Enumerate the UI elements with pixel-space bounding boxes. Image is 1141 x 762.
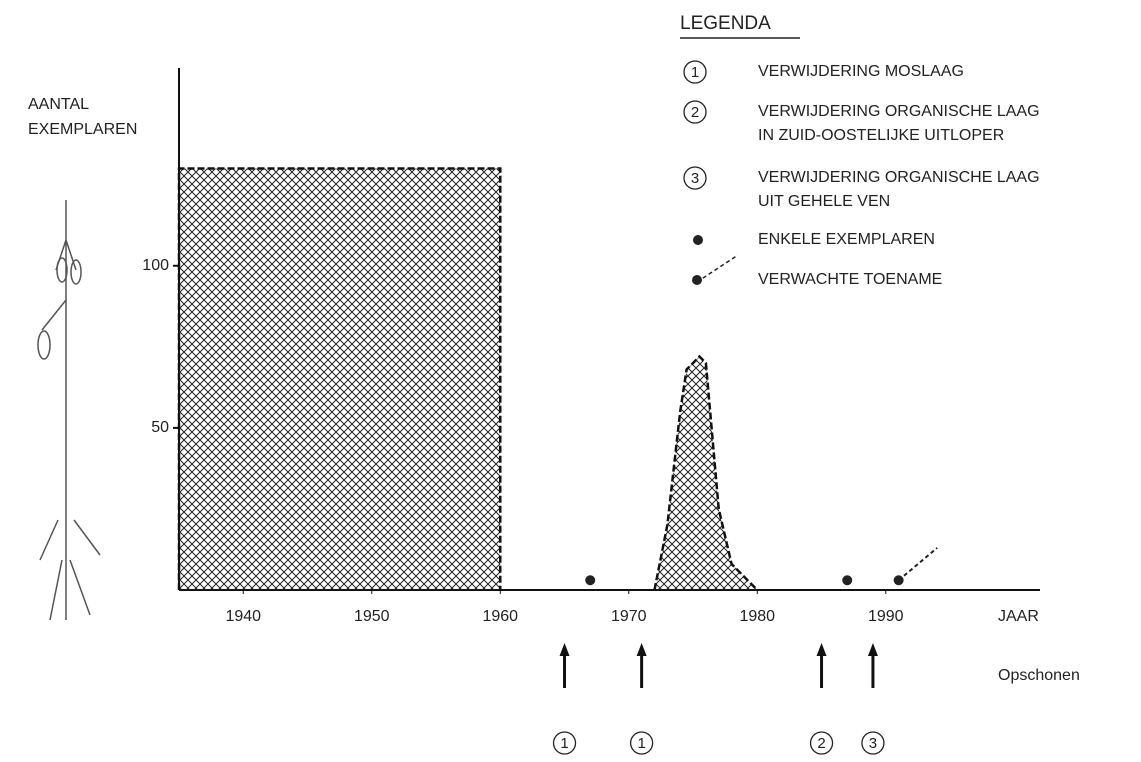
event-marker: 1 <box>637 735 645 752</box>
x-axis-label: JAAR <box>998 608 1039 625</box>
area <box>653 354 759 591</box>
legend-text: VERWIJDERING ORGANISCHE LAAG <box>758 103 1040 120</box>
events-label: Opschonen <box>998 667 1080 684</box>
event-arrowhead <box>867 643 878 656</box>
y-tick-label: 100 <box>142 257 169 274</box>
y-tick-label: 50 <box>151 419 169 436</box>
legend-dot <box>692 275 702 285</box>
event-arrowhead <box>559 643 570 656</box>
event-arrowhead <box>636 643 647 656</box>
event-arrowhead <box>816 643 827 656</box>
legend-text: VERWIJDERING MOSLAAG <box>758 63 964 80</box>
event-marker: 1 <box>560 735 568 752</box>
dot <box>842 575 853 586</box>
x-tick-label: 1940 <box>225 608 261 625</box>
legend-text: IN ZUID-OOSTELIJKE UITLOPER <box>758 127 1004 144</box>
plant-illustration <box>37 200 101 621</box>
legend-text: VERWACHTE TOENAME <box>758 271 942 288</box>
event-marker: 2 <box>817 735 825 752</box>
legend-text: UIT GEHELE VEN <box>758 193 890 210</box>
y-axis-label: EXEMPLAREN <box>28 121 137 138</box>
legend-text: VERWIJDERING ORGANISCHE LAAG <box>758 169 1040 186</box>
legend-marker: 2 <box>691 104 699 121</box>
legend-title: LEGENDA <box>680 13 771 34</box>
event-marker-circle <box>809 731 834 755</box>
legend-marker-circle <box>683 166 707 190</box>
event-marker-circle <box>552 731 577 755</box>
event-marker-circle <box>629 731 654 755</box>
legend-marker: 1 <box>691 64 699 81</box>
legend-marker-circle <box>683 60 707 84</box>
legend-text: ENKELE EXEMPLAREN <box>758 231 935 248</box>
area <box>177 167 502 590</box>
x-tick-label: 1980 <box>739 608 775 625</box>
legend-marker-circle <box>683 100 707 124</box>
legend-dot <box>693 235 703 245</box>
x-tick-label: 1970 <box>611 608 647 625</box>
expected-line <box>897 547 938 582</box>
x-tick-label: 1960 <box>482 608 518 625</box>
legend-dashed-line <box>696 254 739 283</box>
event-marker: 3 <box>869 735 877 752</box>
event-marker-circle <box>861 731 885 755</box>
x-tick-label: 1950 <box>354 608 390 625</box>
y-axis-label: AANTAL <box>28 96 89 113</box>
dot <box>585 575 596 586</box>
legend-marker: 3 <box>691 170 699 187</box>
x-tick-label: 1990 <box>868 608 904 625</box>
